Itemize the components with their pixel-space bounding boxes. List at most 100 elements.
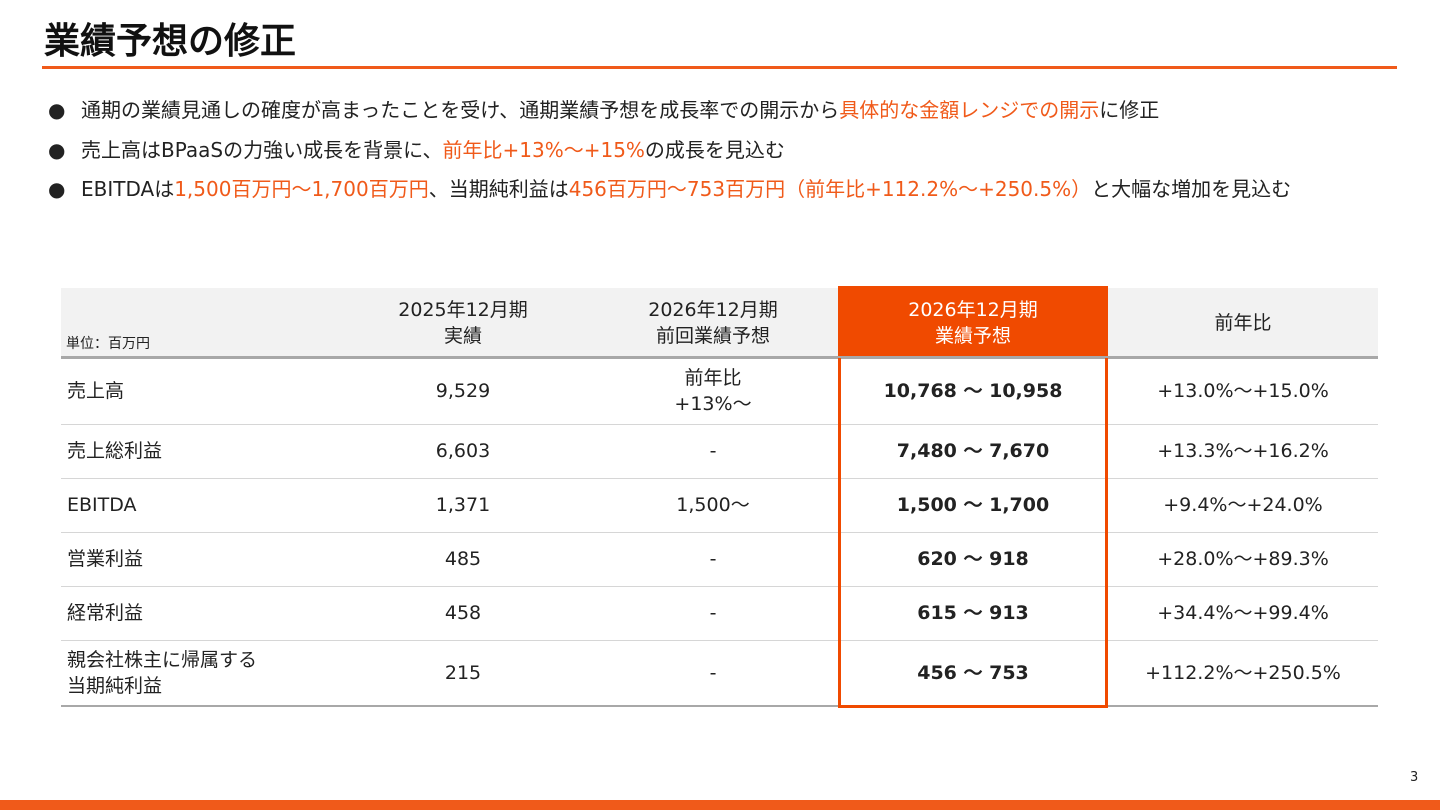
cell-line: +13%〜 (674, 393, 752, 415)
row-label: 売上総利益 (61, 424, 338, 478)
highlight-header (838, 286, 1108, 358)
row-label-line: EBITDA (67, 494, 137, 516)
table-cell: - (588, 640, 838, 706)
bullet-segment: 1,500百万円〜1,700百万円 (174, 177, 429, 201)
cell-line: 456 〜 753 (917, 662, 1029, 684)
table-cell: 485 (338, 532, 588, 586)
table-cell: 458 (338, 586, 588, 640)
column-header-line: 前年比 (1214, 312, 1272, 334)
bullet-segment: 前年比+13%〜+15% (442, 137, 645, 162)
cell-line: +13.0%〜+15.0% (1157, 380, 1329, 402)
cell-line: 1,500 〜 1,700 (896, 494, 1050, 516)
bullet-segment: 通期の業績見通しの確度が高まったことを受け、通期業績予想を成長率での開示から (81, 98, 840, 122)
table-cell: +112.2%〜+250.5% (1108, 640, 1378, 706)
column-header-line: 2026年12月期 (908, 299, 1038, 321)
table-cell: 615 〜 913 (838, 586, 1108, 640)
table-cell: - (588, 532, 838, 586)
row-rule (61, 424, 1378, 425)
row-label-line: 親会社株主に帰属する (67, 649, 258, 671)
table-cell: 7,480 〜 7,670 (838, 424, 1108, 478)
highlight-frame (838, 358, 1108, 708)
slide-title: 業績予想の修正 (44, 21, 297, 62)
table-cell: +34.4%〜+99.4% (1108, 586, 1378, 640)
cell-line: 7,480 〜 7,670 (896, 440, 1050, 462)
table-cell: 1,500 〜 1,700 (838, 478, 1108, 532)
row-label-line: 営業利益 (67, 548, 144, 570)
row-label-line: 売上総利益 (67, 440, 163, 462)
table-cell: - (588, 586, 838, 640)
table-cell: 620 〜 918 (838, 532, 1108, 586)
table-cell: - (588, 424, 838, 478)
cell-line: 615 〜 913 (917, 602, 1029, 624)
cell-line: 458 (444, 602, 482, 624)
cell-line: 1,500〜 (676, 494, 750, 516)
row-rule (61, 640, 1378, 641)
title-rule (42, 66, 1397, 69)
header-rule (61, 356, 1378, 359)
cell-line: - (709, 548, 717, 570)
row-label: 売上高 (61, 358, 338, 424)
table-cell: +13.3%〜+16.2% (1108, 424, 1378, 478)
cell-line: 9,529 (435, 380, 491, 402)
row-label: 親会社株主に帰属する 当期純利益 (61, 640, 338, 706)
row-label-line: 経常利益 (67, 602, 144, 624)
table-cell: 1,371 (338, 478, 588, 532)
bullet-segment: の成長を見込む (644, 137, 785, 162)
table-cell: +28.0%〜+89.3% (1108, 532, 1378, 586)
table-bottom-rule (61, 705, 1378, 707)
table-cell: 456 〜 753 (838, 640, 1108, 706)
column-header-line: 業績予想 (934, 325, 1011, 347)
row-rule (61, 532, 1378, 533)
bullet-segment: 売上高はBPaaSの力強い成長を背景に、 (81, 137, 443, 162)
bullet-dot: ● (48, 137, 66, 162)
bullet-segment: と大幅な増加を見込む (1091, 177, 1292, 201)
cell-line: +28.0%〜+89.3% (1157, 548, 1329, 570)
page-number: 3 (1410, 770, 1419, 785)
bullet-segment: に修正 (1099, 98, 1160, 122)
cell-line: 215 (444, 662, 482, 684)
row-label: 経常利益 (61, 586, 338, 640)
column-header-line: 前回業績予想 (655, 325, 770, 347)
table-cell: 9,529 (338, 358, 588, 424)
row-label-line: 当期純利益 (67, 675, 163, 697)
table-cell: 215 (338, 640, 588, 706)
cell-line: 前年比 (684, 367, 742, 389)
bullet: ● 売上高はBPaaSの力強い成長を背景に、前年比+13%〜+15%の成長を見込む (48, 134, 785, 163)
row-label: 営業利益 (61, 532, 338, 586)
column-header-line: 実績 (443, 325, 482, 347)
cell-line: - (709, 440, 717, 462)
cell-line: - (709, 602, 717, 624)
bullet-dot: ● (48, 98, 66, 122)
row-label: EBITDA (61, 478, 338, 532)
table-cell: 1,500〜 (588, 478, 838, 532)
cell-line: 6,603 (435, 440, 491, 462)
row-rule (61, 478, 1378, 479)
cell-line: +13.3%〜+16.2% (1157, 440, 1329, 462)
bullet-segment: 、当期純利益は (428, 177, 569, 201)
table-cell: +13.0%〜+15.0% (1108, 358, 1378, 424)
bullet: ● 通期の業績見通しの確度が高まったことを受け、通期業績予想を成長率での開示から具… (48, 94, 1159, 123)
footer-bar (0, 800, 1440, 810)
column-header: 2025年12月期 実績 (338, 288, 588, 358)
header-background (61, 288, 1378, 358)
cell-line: 10,768 〜 10,958 (883, 380, 1063, 402)
bullet-segment: EBITDAは (81, 177, 175, 201)
table-cell: 6,603 (338, 424, 588, 478)
unit-label: 単位：百万円 (66, 336, 150, 352)
row-rule (61, 586, 1378, 587)
cell-line: +9.4%〜+24.0% (1163, 494, 1323, 516)
table-cell: 10,768 〜 10,958 (838, 358, 1108, 424)
column-header: 2026年12月期 業績予想 (838, 288, 1108, 358)
cell-line: +34.4%〜+99.4% (1157, 602, 1329, 624)
bullet-segment: 具体的な金額レンジでの開示 (839, 98, 1100, 122)
table-cell: +9.4%〜+24.0% (1108, 478, 1378, 532)
column-header-line: 2026年12月期 (648, 299, 778, 321)
table-cell: 前年比 +13%〜 (588, 358, 838, 424)
bullet-segment: 456百万円〜753百万円（前年比+112.2%〜+250.5%） (568, 177, 1092, 201)
cell-line: 620 〜 918 (917, 548, 1029, 570)
column-header: 前年比 (1108, 288, 1378, 358)
column-header-line: 2025年12月期 (398, 299, 528, 321)
bullet-dot: ● (48, 177, 66, 201)
cell-line: 1,371 (435, 494, 491, 516)
